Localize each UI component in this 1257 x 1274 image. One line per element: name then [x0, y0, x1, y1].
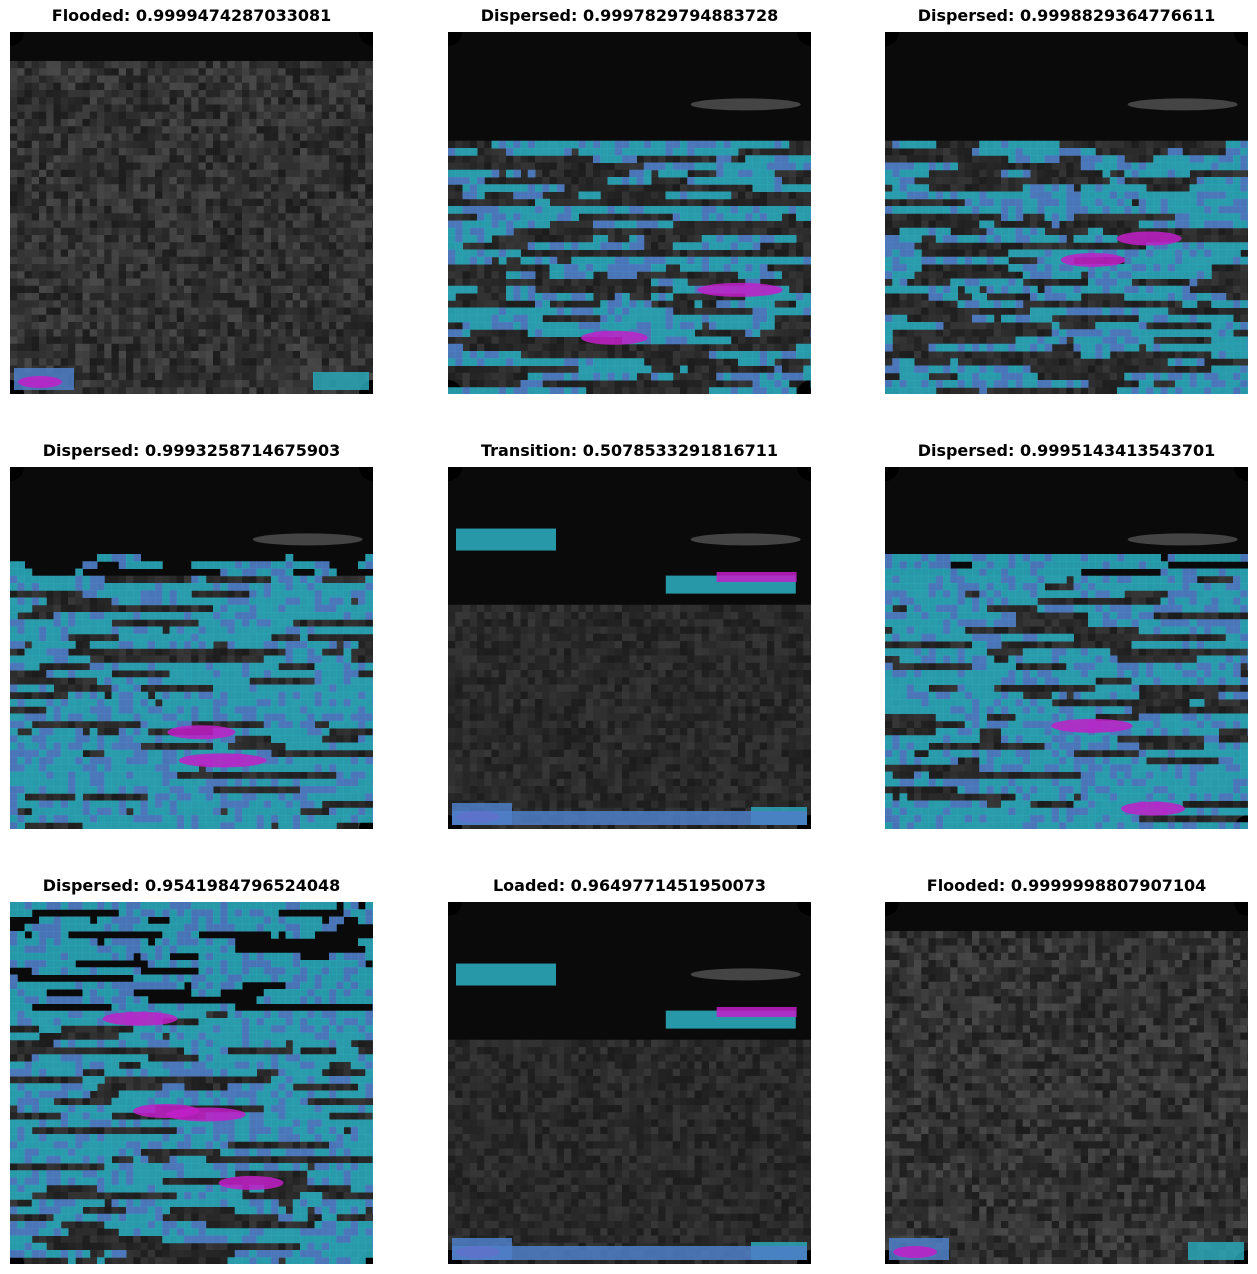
panel-title: Dispersed: 0.9995143413543701	[885, 441, 1248, 460]
panel-image	[885, 32, 1248, 394]
heatmap-overlay	[448, 902, 811, 1264]
panel-title: Loaded: 0.9649771451950073	[448, 876, 811, 895]
panel-image	[885, 902, 1248, 1264]
panel-title: Dispersed: 0.9541984796524048	[10, 876, 373, 895]
panel-title: Dispersed: 0.9997829794883728	[448, 6, 811, 25]
panel-image	[10, 902, 373, 1264]
heatmap-overlay	[10, 467, 373, 829]
panel-title: Flooded: 0.9999998807907104	[885, 876, 1248, 895]
panel-title: Flooded: 0.9999474287033081	[10, 6, 373, 25]
heatmap-overlay	[885, 32, 1248, 394]
heatmap-overlay	[10, 902, 373, 1264]
panel-image	[448, 32, 811, 394]
heatmap-overlay	[448, 467, 811, 829]
panel-title: Dispersed: 0.9998829364776611	[885, 6, 1248, 25]
panel-image	[10, 467, 373, 829]
panel-title: Dispersed: 0.9993258714675903	[10, 441, 373, 460]
heatmap-overlay	[885, 902, 1248, 1264]
panel-image	[448, 467, 811, 829]
heatmap-overlay	[10, 32, 373, 394]
heatmap-overlay	[885, 467, 1248, 829]
panel-image	[10, 32, 373, 394]
panel-image	[448, 902, 811, 1264]
panel-title: Transition: 0.5078533291816711	[448, 441, 811, 460]
panel-image	[885, 467, 1248, 829]
heatmap-overlay	[448, 32, 811, 394]
